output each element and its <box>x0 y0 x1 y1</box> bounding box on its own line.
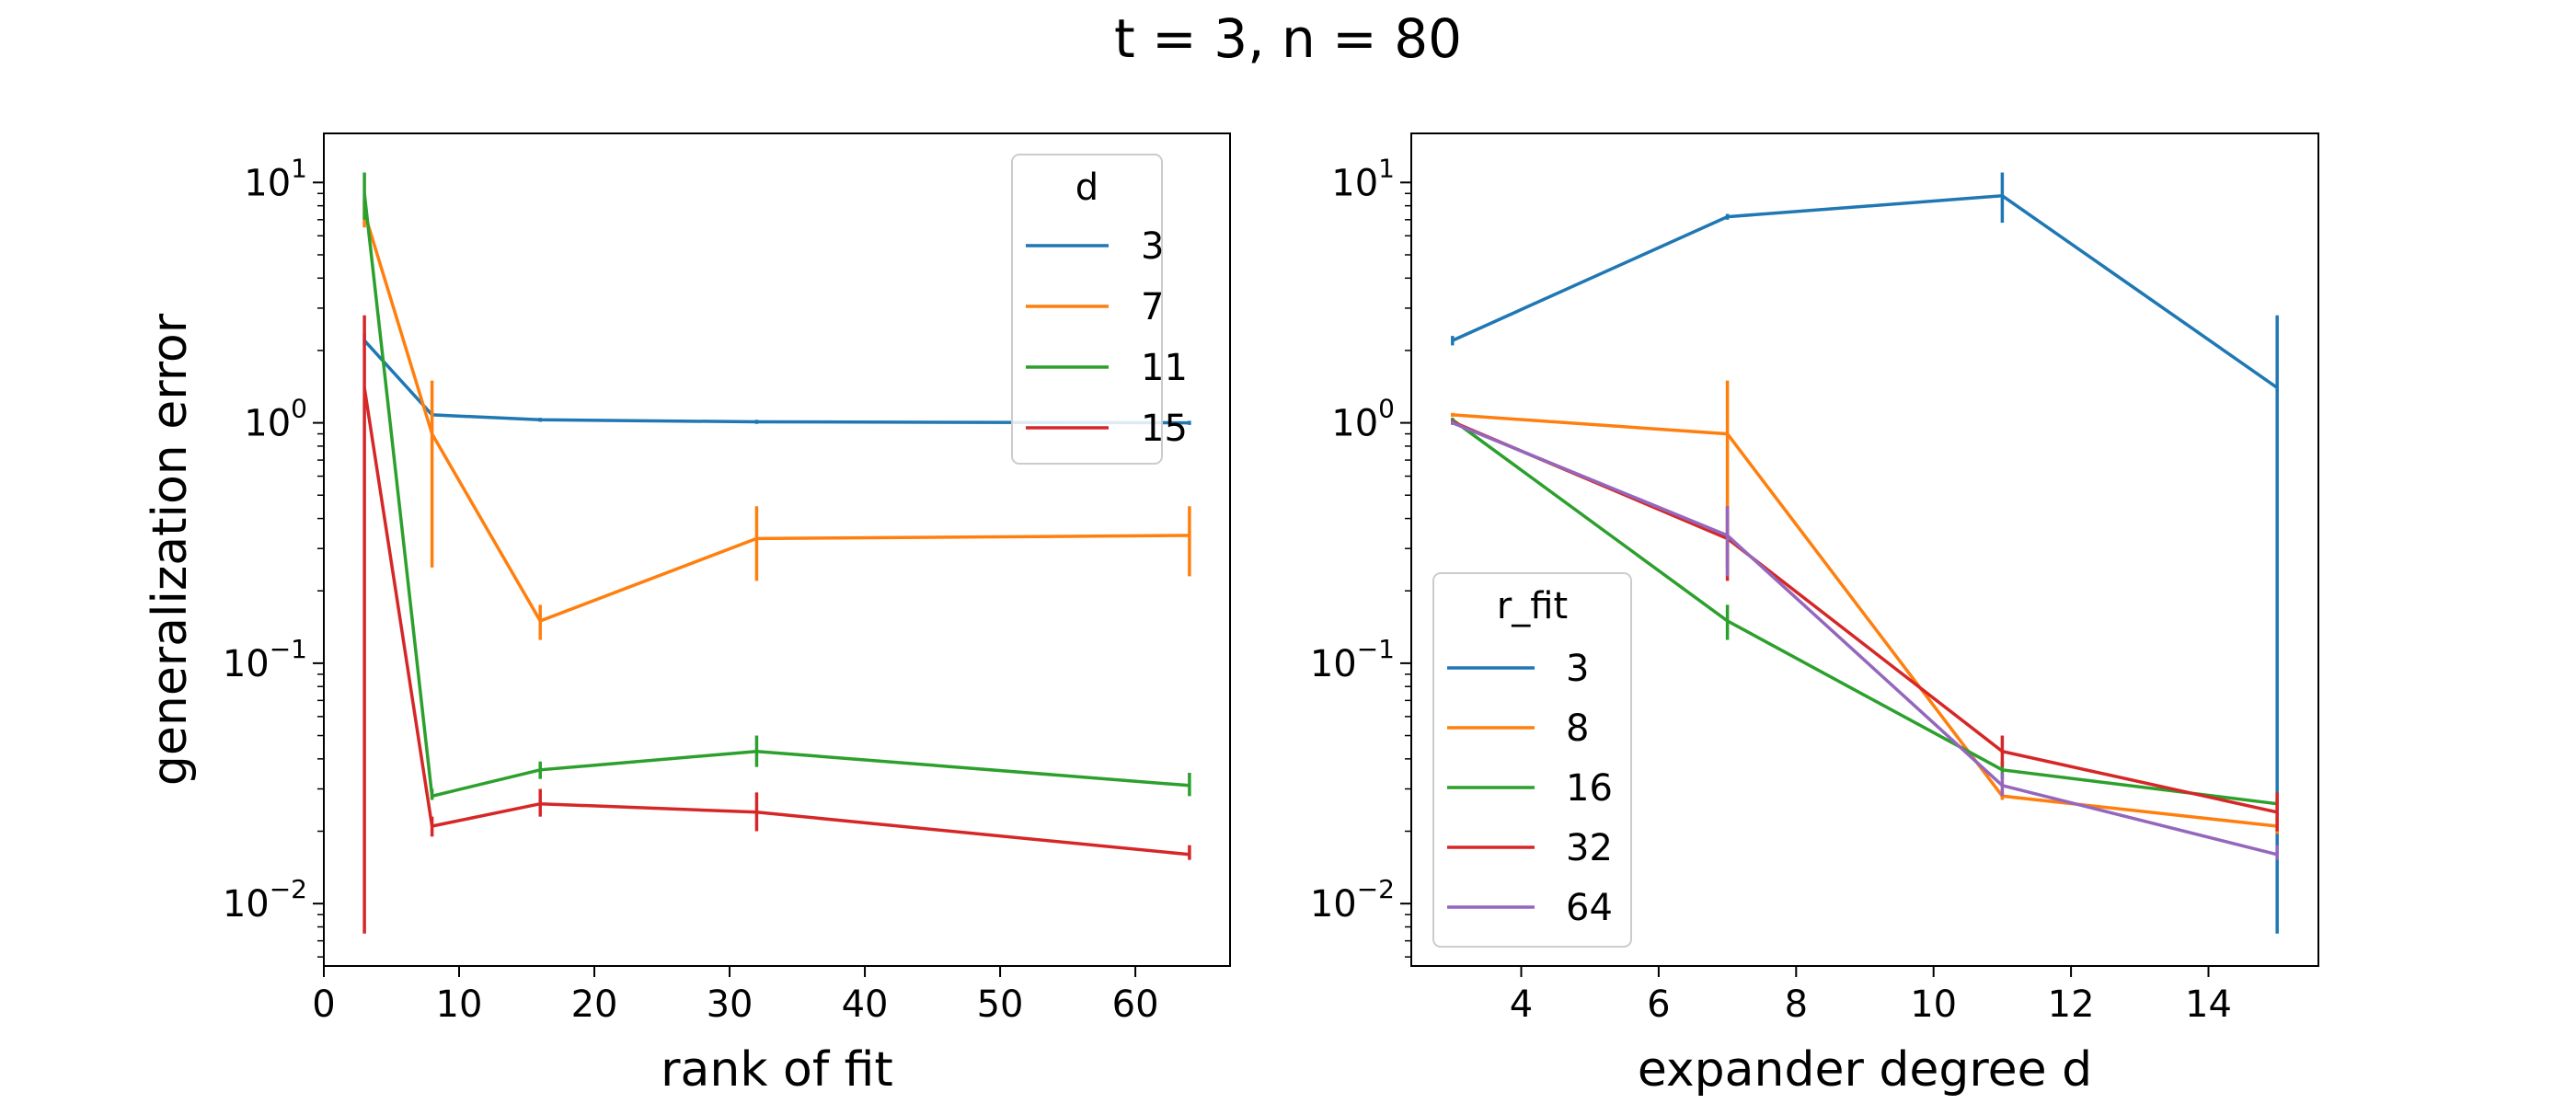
legend-label-32: 32 <box>1566 827 1613 869</box>
y-tick-exponent: 1 <box>291 153 307 183</box>
legend-label-16: 16 <box>1566 767 1613 810</box>
y-tick-label: 101 <box>244 153 307 204</box>
y-tick-label: 10−2 <box>223 874 307 926</box>
x-tick-label: 50 <box>977 983 1024 1026</box>
series-group <box>362 172 1191 934</box>
y-tick-base: 10 <box>1310 883 1357 926</box>
y-tick-label: 10−1 <box>223 634 307 685</box>
y-tick-exponent: −1 <box>270 634 307 664</box>
x-tick-label: 4 <box>1510 983 1533 1026</box>
y-tick-base: 10 <box>1310 643 1357 685</box>
legend-label-15: 15 <box>1141 408 1188 450</box>
legend-label-11: 11 <box>1141 347 1188 389</box>
legend-label-7: 7 <box>1141 286 1164 328</box>
legend-title: r_fit <box>1497 585 1568 627</box>
y-tick-base: 10 <box>244 162 291 204</box>
y-tick-base: 10 <box>244 403 291 445</box>
legend-label-8: 8 <box>1566 707 1589 750</box>
y-tick-label: 101 <box>1331 153 1395 204</box>
series-line-64 <box>1452 420 2278 857</box>
x-axis-label: rank of fit <box>661 1042 893 1098</box>
plot-frame <box>323 132 1231 967</box>
y-tick-exponent: 0 <box>291 394 307 424</box>
y-tick-label: 10−1 <box>1310 634 1395 685</box>
legend-label-3: 3 <box>1566 648 1589 690</box>
x-tick-label: 20 <box>571 983 618 1026</box>
y-axis-label: generalization error <box>143 313 198 786</box>
x-axis-label: expander degree d <box>1638 1042 2092 1098</box>
x-tick-label: 0 <box>312 983 335 1026</box>
y-tick-label: 100 <box>244 394 307 445</box>
x-tick-label: 6 <box>1647 983 1670 1026</box>
y-tick-exponent: 0 <box>1378 394 1395 424</box>
y-minor-ticks <box>1405 192 1411 958</box>
y-tick-base: 10 <box>223 883 270 926</box>
legend: d 3 7 11 15 <box>1011 154 1188 465</box>
legend-label-64: 64 <box>1566 887 1613 929</box>
x-tick-label: 10 <box>1910 983 1957 1026</box>
y-tick-exponent: −2 <box>270 874 307 904</box>
series-group <box>1451 172 2279 934</box>
x-tick-label: 8 <box>1785 983 1808 1026</box>
series-line-16 <box>1451 418 2278 806</box>
x-ticks: 0 10 20 30 40 50 60 <box>312 966 1159 1026</box>
x-tick-label: 10 <box>436 983 483 1026</box>
x-tick-label: 60 <box>1112 983 1159 1026</box>
series-line-3 <box>1452 194 2279 389</box>
x-tick-label: 12 <box>2048 983 2095 1026</box>
y-tick-base: 10 <box>1331 403 1378 445</box>
y-tick-base: 10 <box>223 643 270 685</box>
figure-title: t = 3, n = 80 <box>1114 7 1462 70</box>
y-tick-exponent: −2 <box>1357 874 1395 904</box>
y-tick-exponent: −1 <box>1357 634 1395 664</box>
y-tick-base: 10 <box>1331 162 1378 204</box>
x-ticks: 4 6 8 10 12 14 <box>1510 966 2232 1026</box>
plot-frame <box>1410 132 2319 967</box>
legend-title: d <box>1075 167 1098 209</box>
x-tick-label: 14 <box>2185 983 2232 1026</box>
x-tick-label: 30 <box>707 983 753 1026</box>
legend-box <box>1011 154 1163 465</box>
y-tick-exponent: 1 <box>1378 153 1395 183</box>
x-tick-label: 40 <box>842 983 889 1026</box>
legend: r_fit 3 8 16 32 64 <box>1432 572 1632 948</box>
legend-label-3: 3 <box>1141 225 1164 268</box>
y-tick-label: 100 <box>1331 394 1395 445</box>
y-minor-ticks <box>317 192 324 958</box>
y-tick-label: 10−2 <box>1310 874 1395 926</box>
series-line-8 <box>1452 413 2278 828</box>
